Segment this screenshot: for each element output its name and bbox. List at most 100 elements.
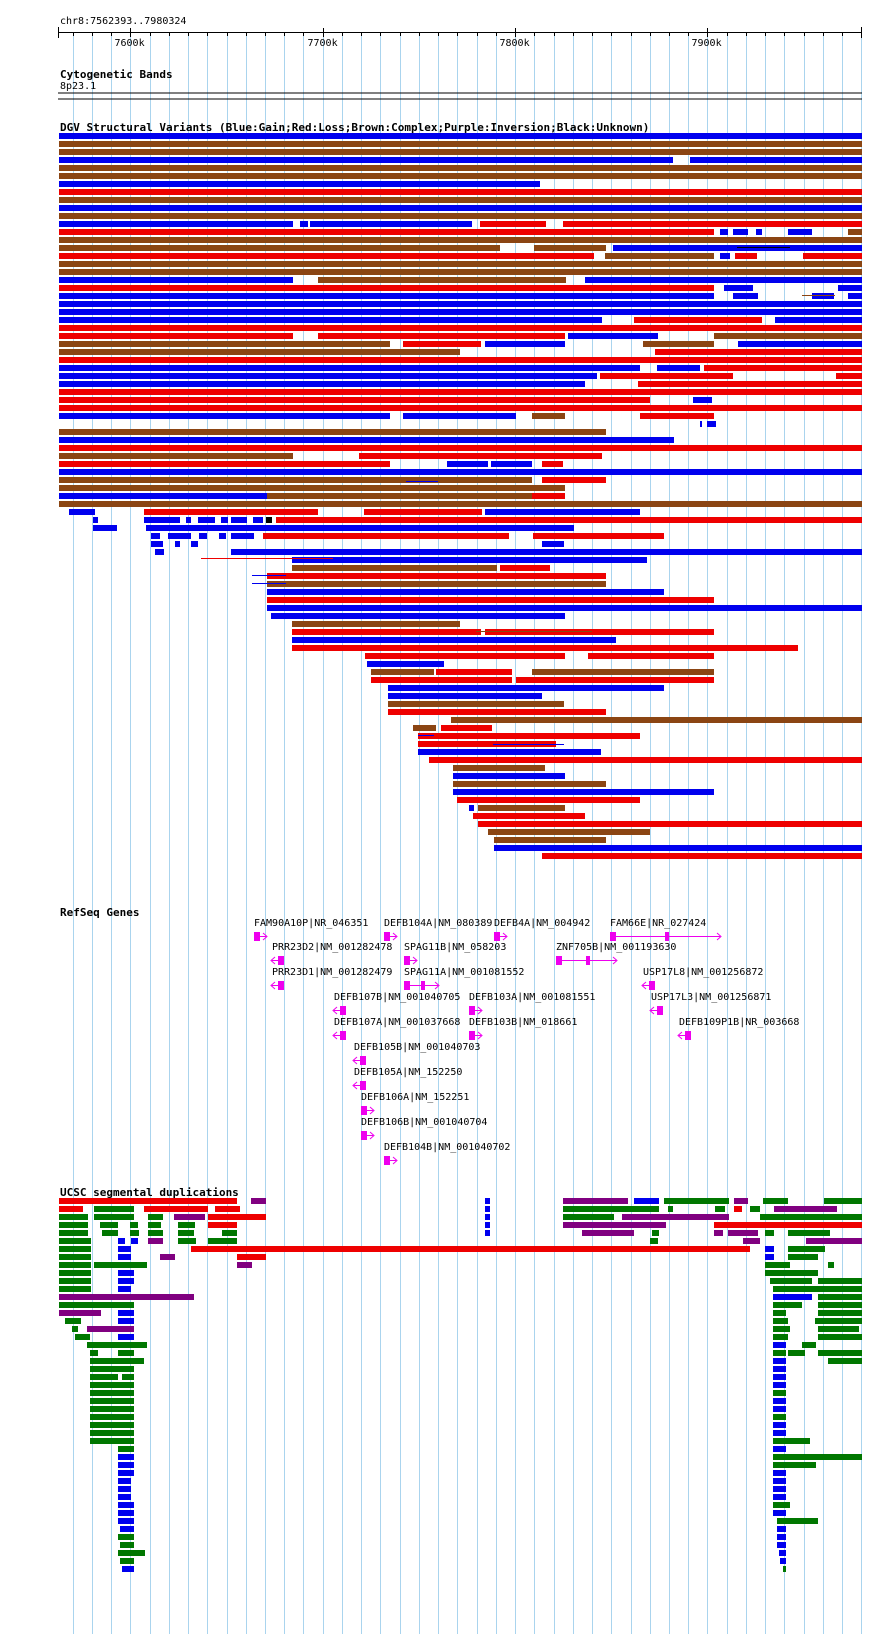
variant-feature[interactable] [478, 821, 862, 827]
variant-feature[interactable] [59, 149, 862, 155]
segdup-feature[interactable] [788, 1246, 825, 1252]
variant-feature[interactable] [480, 221, 546, 227]
segdup-feature[interactable] [773, 1478, 786, 1484]
variant-feature[interactable] [59, 309, 862, 315]
variant-feature[interactable] [418, 741, 556, 747]
segdup-feature[interactable] [90, 1438, 134, 1444]
segdup-feature[interactable] [777, 1526, 786, 1532]
variant-feature[interactable] [59, 285, 714, 291]
variant-feature[interactable] [693, 397, 712, 403]
segdup-feature[interactable] [59, 1286, 91, 1292]
segdup-feature[interactable] [118, 1486, 131, 1492]
variant-feature[interactable] [267, 493, 532, 499]
variant-feature[interactable] [371, 677, 512, 683]
segdup-feature[interactable] [773, 1334, 788, 1340]
variant-feature[interactable] [453, 781, 606, 787]
segdup-feature[interactable] [118, 1310, 134, 1316]
segdup-feature[interactable] [59, 1278, 91, 1284]
variant-feature[interactable] [266, 517, 272, 523]
variant-feature[interactable] [640, 413, 714, 419]
variant-feature[interactable] [59, 469, 862, 475]
variant-feature[interactable] [532, 413, 565, 419]
segdup-feature[interactable] [120, 1542, 134, 1548]
variant-feature[interactable] [429, 757, 862, 763]
segdup-feature[interactable] [773, 1382, 786, 1388]
segdup-feature[interactable] [802, 1342, 816, 1348]
gene-label[interactable]: DEFB106B|NM_001040704 [361, 1117, 487, 1128]
variant-feature[interactable] [59, 493, 267, 499]
variant-feature[interactable] [418, 749, 601, 755]
segdup-feature[interactable] [118, 1286, 131, 1292]
segdup-feature[interactable] [774, 1206, 837, 1212]
segdup-feature[interactable] [777, 1542, 786, 1548]
variant-feature[interactable] [756, 229, 762, 235]
variant-feature[interactable] [388, 693, 542, 699]
segdup-feature[interactable] [773, 1358, 786, 1364]
variant-feature[interactable] [59, 365, 640, 371]
segdup-feature[interactable] [118, 1518, 134, 1524]
segdup-feature[interactable] [208, 1214, 266, 1220]
variant-feature[interactable] [59, 413, 390, 419]
segdup-feature[interactable] [714, 1230, 723, 1236]
gene-label[interactable]: FAM90A10P|NR_046351 [254, 918, 368, 929]
variant-feature[interactable] [738, 341, 862, 347]
variant-feature[interactable] [542, 541, 564, 547]
segdup-feature[interactable] [652, 1230, 659, 1236]
segdup-feature[interactable] [59, 1214, 88, 1220]
segdup-feature[interactable] [130, 1222, 138, 1228]
segdup-feature[interactable] [94, 1214, 134, 1220]
variant-feature[interactable] [219, 533, 226, 539]
segdup-feature[interactable] [818, 1350, 862, 1356]
segdup-feature[interactable] [118, 1350, 134, 1356]
variant-feature[interactable] [59, 221, 293, 227]
gene-label[interactable]: PRR23D2|NM_001282478 [272, 942, 392, 953]
variant-feature[interactable] [568, 333, 658, 339]
variant-feature[interactable] [59, 477, 532, 483]
variant-feature[interactable] [59, 373, 597, 379]
variant-feature[interactable] [59, 213, 862, 219]
variant-feature[interactable] [267, 581, 606, 587]
gene-exon[interactable] [586, 956, 590, 965]
segdup-feature[interactable] [777, 1534, 786, 1540]
segdup-feature[interactable] [118, 1494, 131, 1500]
segdup-feature[interactable] [178, 1230, 194, 1236]
gene-exon[interactable] [360, 1056, 366, 1065]
segdup-feature[interactable] [582, 1230, 634, 1236]
variant-feature[interactable] [848, 293, 862, 299]
segdup-feature[interactable] [131, 1238, 138, 1244]
variant-feature[interactable] [59, 317, 602, 323]
variant-feature[interactable] [563, 221, 862, 227]
variant-feature[interactable] [836, 373, 862, 379]
variant-feature[interactable] [93, 517, 98, 523]
segdup-feature[interactable] [75, 1334, 90, 1340]
variant-feature[interactable] [59, 269, 862, 275]
segdup-feature[interactable] [120, 1526, 134, 1532]
variant-feature[interactable] [59, 485, 565, 491]
segdup-feature[interactable] [485, 1206, 490, 1212]
variant-feature[interactable] [491, 461, 532, 467]
segdup-feature[interactable] [770, 1278, 812, 1284]
segdup-feature[interactable] [59, 1230, 88, 1236]
variant-feature[interactable] [292, 565, 497, 571]
segdup-feature[interactable] [148, 1222, 161, 1228]
variant-feature[interactable] [418, 733, 640, 739]
gene-exon[interactable] [360, 1081, 366, 1090]
variant-feature[interactable] [485, 341, 565, 347]
segdup-feature[interactable] [788, 1230, 830, 1236]
variant-feature[interactable] [803, 253, 862, 259]
gene-exon[interactable] [361, 1106, 367, 1115]
variant-feature[interactable] [485, 509, 640, 515]
segdup-feature[interactable] [59, 1294, 194, 1300]
segdup-feature[interactable] [118, 1510, 134, 1516]
variant-feature[interactable] [59, 453, 293, 459]
segdup-feature[interactable] [118, 1478, 131, 1484]
variant-feature[interactable] [253, 517, 263, 523]
variant-feature[interactable] [267, 597, 714, 603]
segdup-feature[interactable] [174, 1214, 205, 1220]
gene-label[interactable]: DEFB107B|NM_001040705 [334, 992, 460, 1003]
variant-feature[interactable] [788, 229, 812, 235]
segdup-feature[interactable] [90, 1350, 98, 1356]
variant-feature[interactable] [848, 229, 862, 235]
gene-exon[interactable] [494, 932, 500, 941]
variant-feature[interactable] [447, 461, 488, 467]
